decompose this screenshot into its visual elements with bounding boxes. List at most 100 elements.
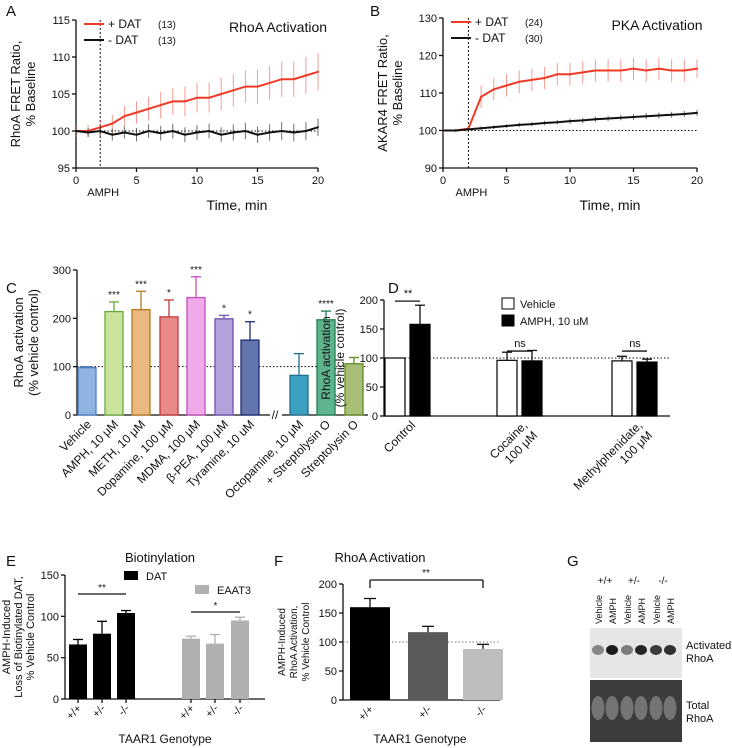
- d-sig: ns: [629, 338, 641, 350]
- b-y-tick-label: 120: [419, 51, 437, 63]
- c-y-tick-label: 200: [53, 313, 71, 325]
- e-category-label: +/-: [90, 702, 108, 720]
- e-category-label: +/+: [177, 703, 197, 723]
- g-band-total: [591, 696, 605, 720]
- a-legend-n: (13): [158, 20, 176, 31]
- d-y-tick-label: 150: [360, 324, 378, 336]
- g-band-label-activated-rhoa: Activated RhoA: [686, 640, 732, 665]
- b-legend-n: (30): [525, 34, 543, 45]
- e-y-tick-label: 150: [41, 570, 59, 582]
- g-lane-label: Vehicle: [652, 595, 662, 624]
- f-y-tick-label: 150: [319, 608, 337, 620]
- g-genotype-label: -/-: [658, 576, 667, 587]
- e-category-label: +/+: [64, 703, 84, 723]
- a-y-tick-label: 100: [52, 126, 70, 138]
- d-y-tick-label: 100: [360, 353, 378, 365]
- g-lane-label: Vehicle: [623, 595, 633, 624]
- d-legend-label: Vehicle: [520, 299, 555, 311]
- c-sig: ****: [318, 299, 334, 310]
- b-amph-label: AMPH: [456, 187, 488, 199]
- a-amph-label: AMPH: [87, 187, 119, 199]
- a-legend-label: + DAT: [108, 17, 142, 31]
- d-bar-vehicle: [384, 357, 406, 417]
- f-y-tick-label: 100: [319, 637, 337, 649]
- g-band-activated: [621, 645, 633, 655]
- panel-label-d: D: [388, 280, 399, 297]
- a-y-label: RhoA FRET Ratio,: [8, 41, 23, 148]
- c-sig: *: [248, 310, 252, 321]
- b-y-tick-label: 110: [419, 88, 437, 100]
- f-y-tick-label: 0: [331, 695, 337, 707]
- d-legend-swatch: [501, 297, 515, 310]
- e-bar-dat: [93, 633, 111, 699]
- b-x-label: Time, min: [580, 197, 641, 213]
- b-x-tick-label: 15: [627, 175, 639, 187]
- panel-label-b: B: [370, 3, 380, 20]
- d-sig: **: [404, 288, 413, 300]
- e-legend-label: EAAT3: [217, 585, 251, 597]
- f-category-label: +/-: [416, 703, 434, 721]
- g-lane-label: AMPH: [666, 598, 676, 624]
- a-y-tick-label: 95: [58, 163, 70, 175]
- c-bar: [104, 310, 124, 416]
- e-sig: *: [214, 601, 218, 612]
- c-y-tick-label: 300: [53, 265, 71, 277]
- g-genotype-label: +/+: [598, 576, 613, 587]
- e-sig: **: [98, 583, 106, 594]
- d-bar-amph: [409, 323, 431, 417]
- a-x-tick-label: 0: [73, 175, 79, 187]
- f-y-label-2: RhoA Activation,: [289, 606, 300, 679]
- g-band-activated: [606, 645, 618, 655]
- d-y-tick-label: 0: [372, 411, 378, 423]
- d-y-tick-label: 50: [366, 382, 378, 394]
- a-y-label-2: % Baseline: [23, 61, 38, 126]
- f-sig: **: [422, 568, 430, 579]
- e-y-label: AMPH-Induced: [1, 600, 13, 675]
- e-y-label-2: Loss of Biotinylated DAT,: [13, 576, 25, 697]
- c-bar: [240, 339, 260, 416]
- d-y-tick-label: 200: [360, 295, 378, 307]
- f-y-tick-label: 50: [325, 666, 337, 678]
- b-x-tick-label: 0: [440, 175, 446, 187]
- a-series-plus-dat: [76, 70, 319, 132]
- a-x-label: Time, min: [207, 197, 268, 213]
- c-y-tick-label: 100: [53, 362, 71, 374]
- e-bar-eaat3: [231, 620, 249, 699]
- c-y-label-2: (% vehicle control): [26, 289, 41, 396]
- b-title: PKA Activation: [611, 17, 702, 33]
- c-bar: [186, 296, 206, 416]
- f-category-label: -/-: [473, 703, 489, 719]
- b-legend-n: (24): [525, 18, 543, 29]
- e-y-tick-label: 50: [47, 653, 59, 665]
- g-band-activated: [664, 645, 676, 655]
- f-bar: [350, 607, 390, 700]
- a-legend-n: (13): [158, 36, 176, 47]
- e-y-tick-label: 0: [53, 694, 59, 706]
- g-genotype-label: +/-: [628, 576, 640, 587]
- g-lane-label: AMPH: [637, 598, 647, 624]
- b-x-tick-label: 5: [503, 175, 509, 187]
- d-legend-label: AMPH, 10 uM: [520, 316, 588, 328]
- g-band-total: [634, 696, 648, 720]
- f-y-label-3: % Vehicle Control: [301, 603, 312, 682]
- a-y-tick-label: 115: [52, 15, 70, 27]
- g-band-activated: [635, 645, 647, 655]
- a-title: RhoA Activation: [229, 19, 327, 35]
- d-bar-vehicle: [611, 360, 633, 417]
- g-band-total: [649, 696, 663, 720]
- b-series-minus-dat: [443, 111, 698, 132]
- a-x-tick-label: 10: [191, 175, 203, 187]
- e-legend-swatch: [195, 585, 209, 594]
- e-category-label: -/-: [230, 702, 246, 718]
- e-x-label: TAAR1 Genotype: [118, 732, 211, 746]
- b-y-tick-label: 100: [419, 126, 437, 138]
- c-sig: *: [222, 303, 226, 314]
- d-bar-amph: [636, 361, 658, 417]
- panel-label-c: C: [6, 280, 17, 297]
- b-y-label-2: % Baseline: [390, 60, 405, 125]
- e-legend-swatch: [124, 571, 138, 580]
- b-y-label: AKAR4 FRET Ratio,: [375, 34, 390, 152]
- panel-label-a: A: [6, 3, 16, 20]
- a-x-tick-label: 5: [133, 175, 139, 187]
- f-x-label: TAAR1 Genotype: [373, 732, 466, 746]
